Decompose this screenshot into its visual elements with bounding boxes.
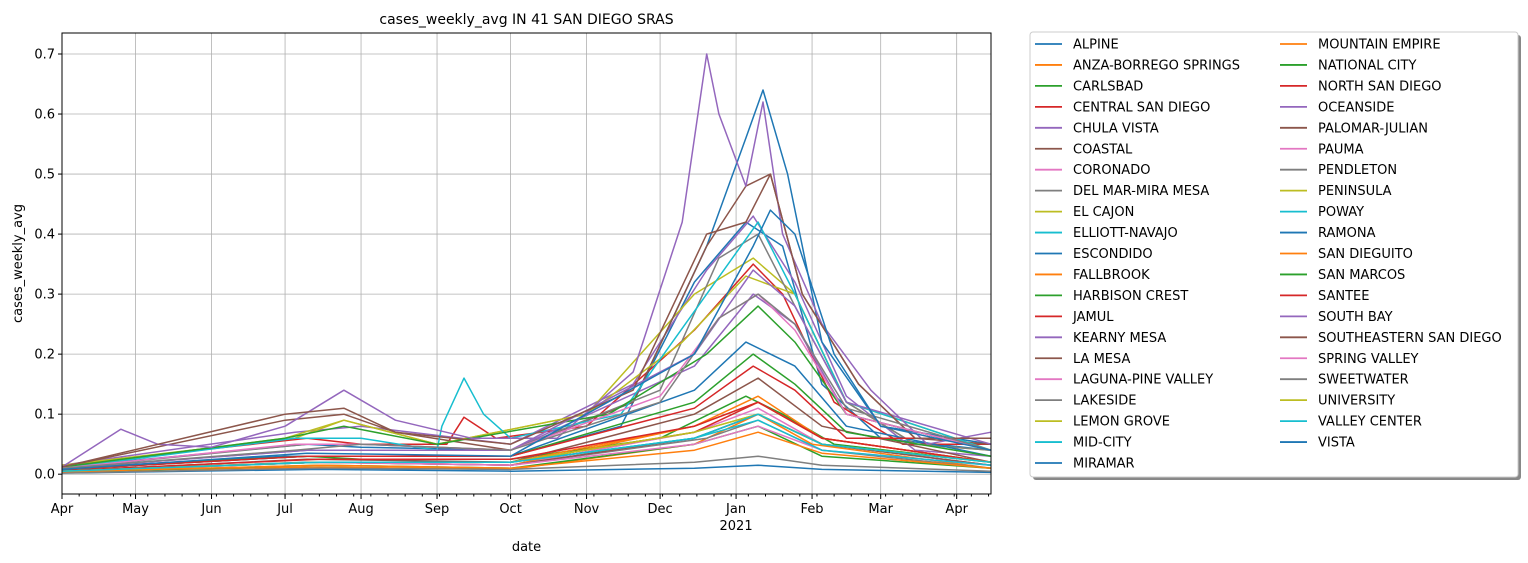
legend: ALPINE ANZA-BORREGO SPRINGS CARLSBAD CENTRA… <box>1029 31 1521 480</box>
y-axis-label: cases_weekly_avg <box>11 204 26 323</box>
legend-label: PAUMA <box>1318 142 1364 157</box>
legend-label: EL CAJON <box>1073 205 1134 220</box>
y-tick-label: 0.6 <box>34 108 55 123</box>
series-line <box>61 221 992 469</box>
legend-label: JAMUL <box>1072 310 1114 325</box>
legend-label: CHULA VISTA <box>1073 121 1159 136</box>
legend-label: LEMON GROVE <box>1073 415 1170 430</box>
legend-label: CENTRAL SAN DIEGO <box>1073 100 1210 115</box>
legend-label: POWAY <box>1318 205 1364 220</box>
x-tick-label: Jul <box>276 502 293 517</box>
series-line <box>61 464 992 474</box>
x-tick-label: Apr <box>945 502 968 517</box>
chart-title: cases_weekly_avg IN 41 SAN DIEGO SRAS <box>379 12 673 28</box>
x-tick-label: Oct <box>499 502 521 517</box>
legend-label: LAKESIDE <box>1073 394 1136 409</box>
legend-label: MIRAMAR <box>1073 457 1135 472</box>
legend-label: PENINSULA <box>1318 184 1392 199</box>
legend-label: SAN DIEGUITO <box>1318 247 1413 262</box>
x-tick-label: Jan <box>725 502 746 517</box>
series-line <box>61 413 992 472</box>
legend-label: RAMONA <box>1318 226 1376 241</box>
x-tick-label: Aug <box>348 502 373 517</box>
legend-label: PALOMAR-JULIAN <box>1318 121 1428 136</box>
legend-label: DEL MAR-MIRA MESA <box>1073 184 1209 199</box>
legend-label: PENDLETON <box>1318 163 1397 178</box>
legend-label: CORONADO <box>1073 163 1150 178</box>
series-line <box>61 89 992 468</box>
legend-label: OCEANSIDE <box>1318 100 1394 115</box>
series-line <box>61 269 992 469</box>
x-tick-label: Feb <box>801 502 824 517</box>
legend-frame <box>1029 31 1519 478</box>
legend-label: LA MESA <box>1073 352 1130 367</box>
series-line <box>61 401 992 472</box>
series-lines <box>61 53 992 474</box>
x-tick-label: May <box>122 502 149 517</box>
y-tick-label: 0.0 <box>34 468 55 483</box>
grid-lines <box>61 33 991 494</box>
legend-label: UNIVERSITY <box>1318 394 1395 409</box>
legend-label: SPRING VALLEY <box>1318 352 1419 367</box>
legend-label: NORTH SAN DIEGO <box>1318 79 1442 94</box>
series-line <box>61 293 992 469</box>
x-axis-label: date <box>512 540 541 555</box>
x-axis: Apr May Jun Jul Aug Sep Oct Nov Dec Jan 2021 Feb Mar… <box>51 494 990 534</box>
x-tick-label: Jun <box>200 502 221 517</box>
x-tick-sublabel: 2021 <box>720 519 753 534</box>
series-line <box>61 365 991 471</box>
y-tick-label: 0.4 <box>34 228 55 243</box>
y-tick-label: 0.5 <box>34 168 55 183</box>
series-line <box>61 455 992 474</box>
series-line <box>61 221 992 469</box>
legend-label: SOUTH BAY <box>1318 310 1393 325</box>
y-tick-label: 0.1 <box>34 408 55 423</box>
legend-label: MID-CITY <box>1073 436 1132 451</box>
legend-label: ANZA-BORREGO SPRINGS <box>1073 58 1240 73</box>
series-line <box>61 173 991 468</box>
legend-label: MOUNTAIN EMPIRE <box>1318 38 1441 53</box>
legend-label: HARBISON CREST <box>1073 289 1188 304</box>
y-tick-label: 0.2 <box>34 348 55 363</box>
x-tick-label: Mar <box>868 502 893 517</box>
x-tick-label: Nov <box>574 502 600 517</box>
series-line <box>61 431 992 473</box>
y-tick-label: 0.7 <box>34 48 55 63</box>
legend-label: ALPINE <box>1073 38 1119 53</box>
legend-label: SOUTHEASTERN SAN DIEGO <box>1318 331 1502 346</box>
legend-label: SANTEE <box>1318 289 1369 304</box>
series-line <box>61 305 992 468</box>
series-line <box>61 53 992 468</box>
legend-label: VALLEY CENTER <box>1318 415 1422 430</box>
legend-label: CARLSBAD <box>1073 79 1143 94</box>
legend-label: ESCONDIDO <box>1073 247 1153 262</box>
legend-label: LAGUNA-PINE VALLEY <box>1073 373 1213 388</box>
legend-items: ALPINE ANZA-BORREGO SPRINGS CARLSBAD CENTRA… <box>1035 38 1502 472</box>
legend-label: SAN MARCOS <box>1318 268 1405 283</box>
y-tick-label: 0.3 <box>34 288 55 303</box>
plot-frame <box>61 32 992 495</box>
x-tick-label: Sep <box>425 502 450 517</box>
legend-label: ELLIOTT-NAVAJO <box>1073 226 1178 241</box>
x-tick-label: Dec <box>648 502 673 517</box>
legend-label: SWEETWATER <box>1318 373 1409 388</box>
series-line <box>61 173 992 468</box>
series-line <box>61 209 992 471</box>
legend-label: NATIONAL CITY <box>1318 58 1416 73</box>
y-axis: 0.0 0.1 0.2 0.3 0.4 0.5 0.6 0.7 <box>34 48 62 483</box>
x-tick-label: Apr <box>51 502 74 517</box>
legend-label: VISTA <box>1318 436 1355 451</box>
legend-label: KEARNY MESA <box>1073 331 1166 346</box>
legend-label: COASTAL <box>1073 142 1133 157</box>
legend-label: FALLBROOK <box>1073 268 1150 283</box>
